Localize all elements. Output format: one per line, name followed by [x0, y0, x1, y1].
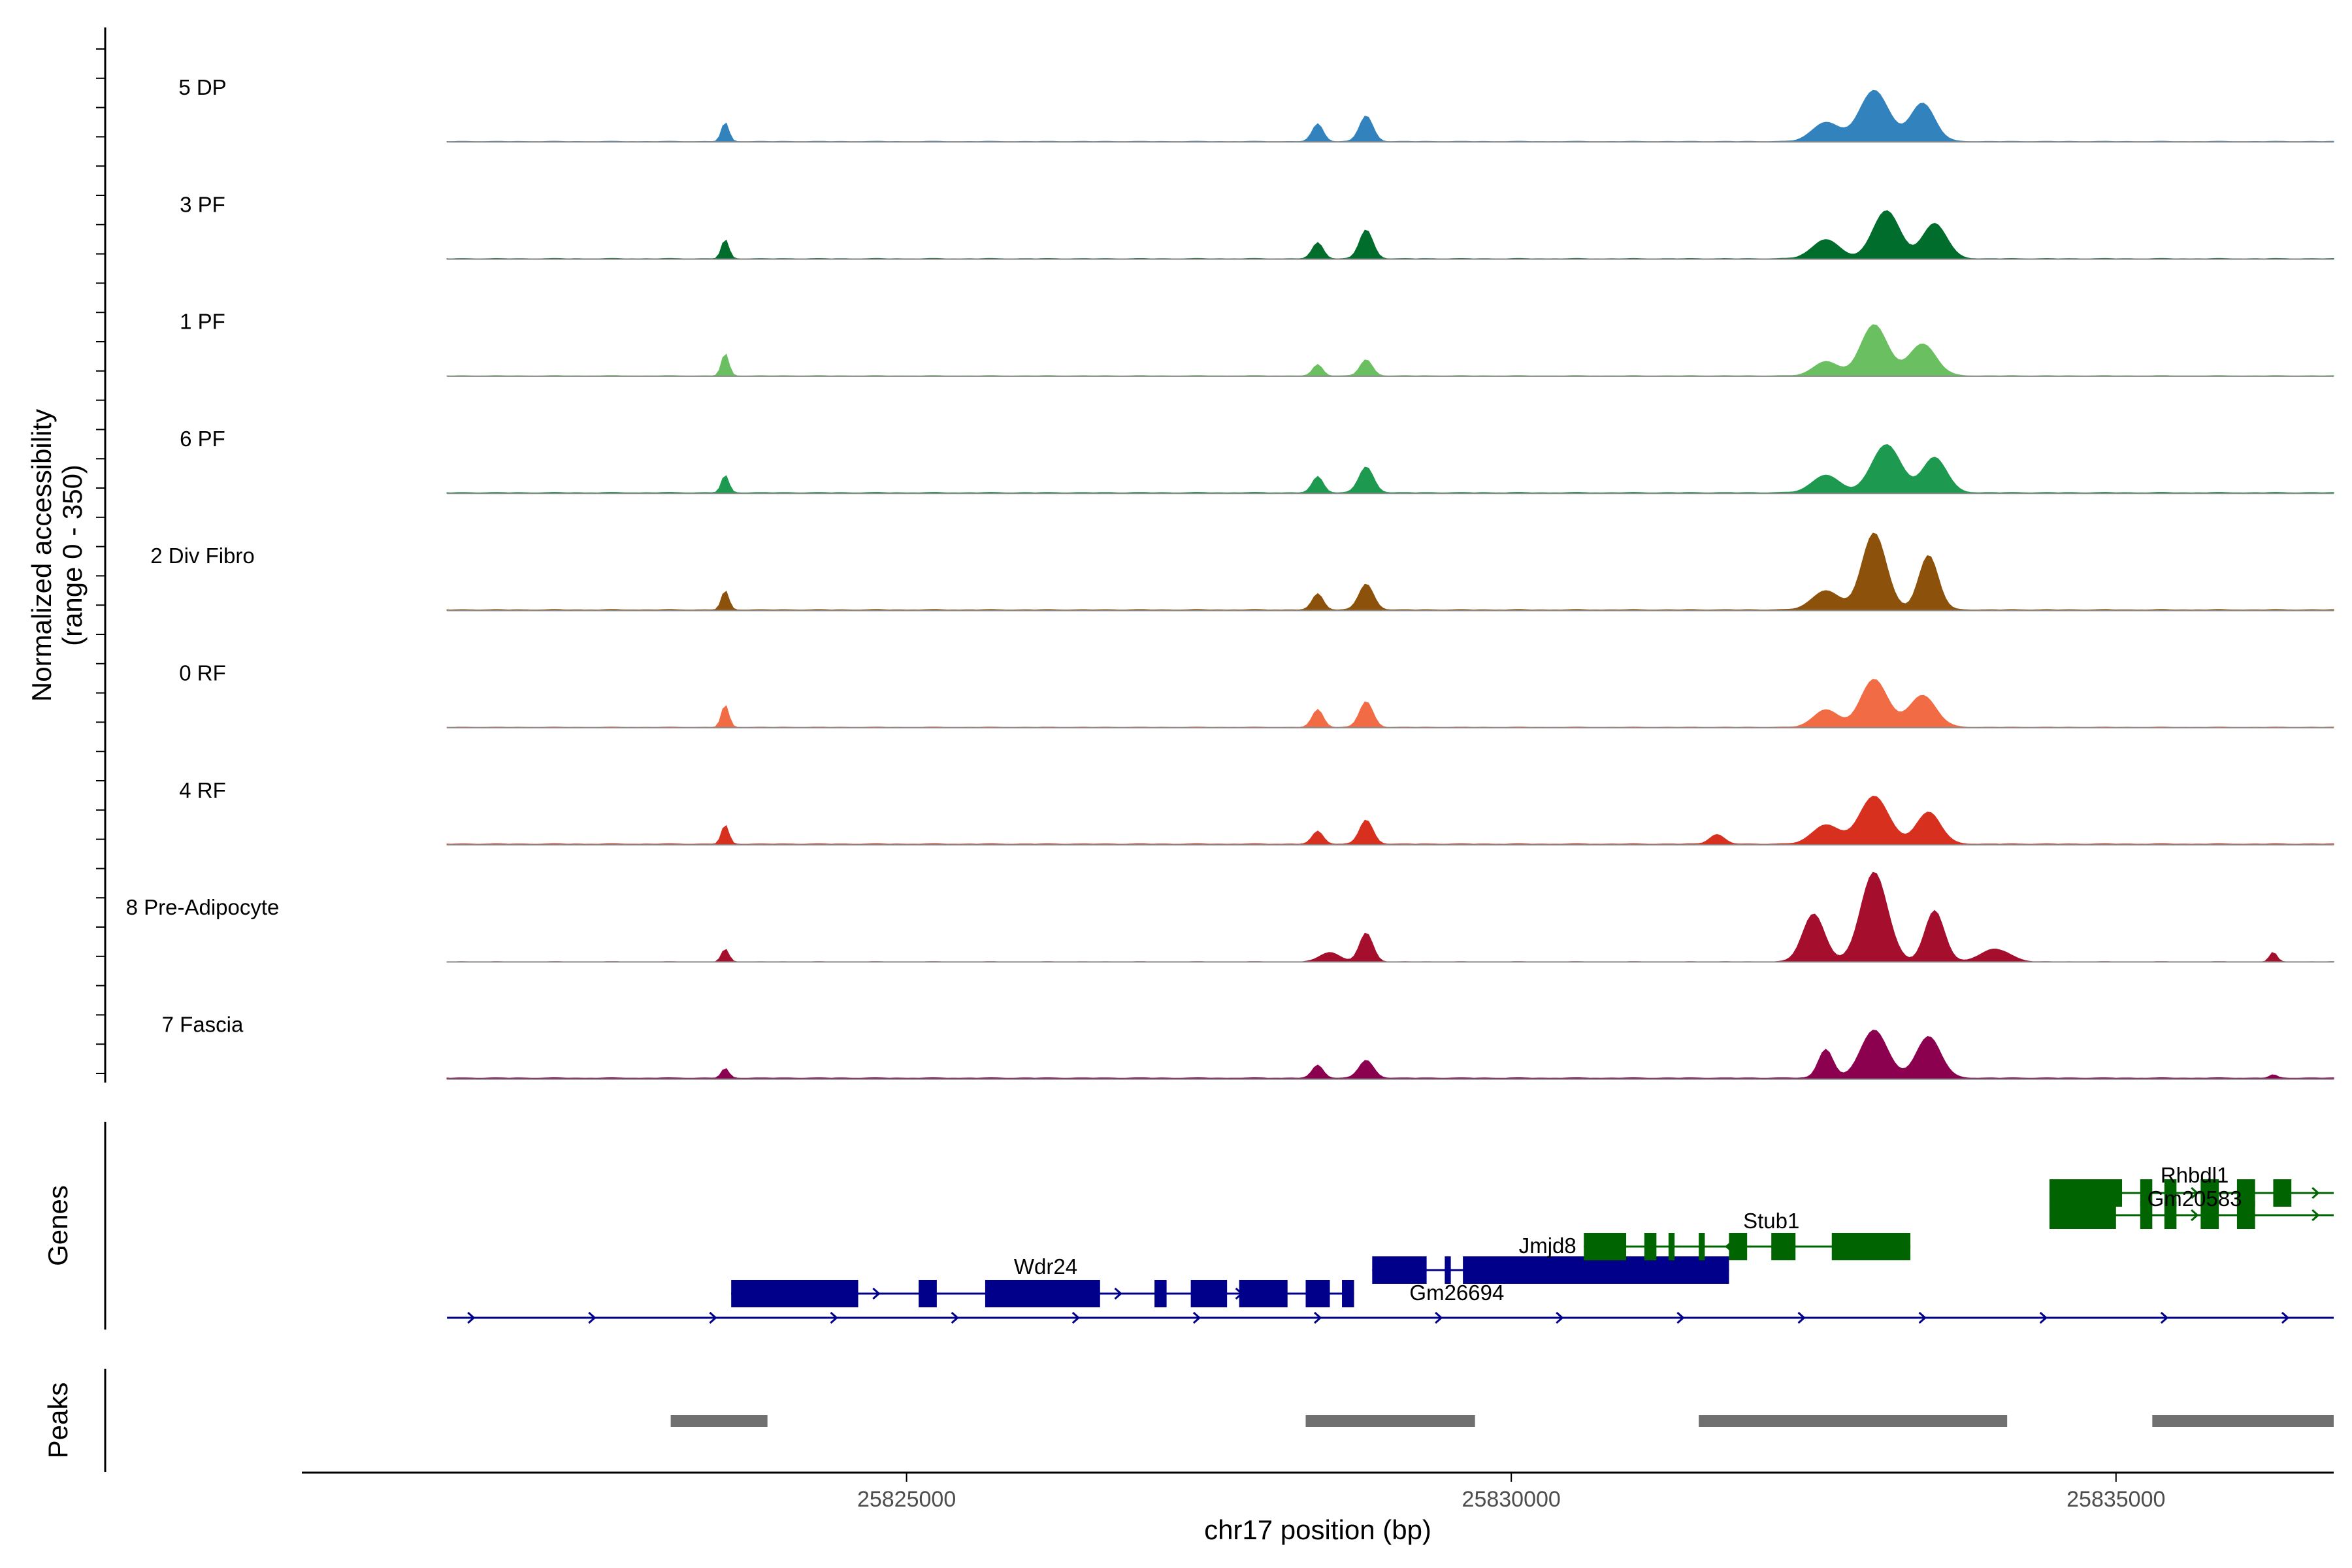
strand-arrow — [2311, 1186, 2320, 1200]
exon-3-6 — [1831, 1233, 1911, 1260]
strand-arrow — [1314, 1311, 1322, 1324]
strand-arrow — [2281, 1311, 2290, 1324]
exon-5-1 — [2140, 1201, 2153, 1229]
strand-arrow — [1797, 1311, 1806, 1324]
strand-arrow — [1676, 1311, 1685, 1324]
strand-arrow — [951, 1311, 959, 1324]
gene-gm26694 — [447, 1311, 2334, 1324]
strand-arrow — [2311, 1209, 2320, 1222]
exon-4-2 — [2164, 1179, 2177, 1207]
coverage-y-axis-ticks — [96, 48, 105, 1074]
gene-wdr24 — [731, 1280, 1354, 1307]
exon-0-5 — [1239, 1280, 1288, 1307]
strand-arrow — [709, 1311, 717, 1324]
gene-label-jmjd8: Jmjd8 — [1519, 1233, 1576, 1258]
exon-5-3 — [2200, 1201, 2219, 1229]
exon-2-2 — [1463, 1256, 1729, 1284]
strand-arrow — [2191, 1186, 2199, 1200]
y-axis-title-line1: Normalized accessibility — [26, 409, 57, 702]
strand-arrow — [2039, 1311, 2048, 1324]
y-axis-title-line2: (range 0 - 350) — [57, 465, 88, 646]
track-label-2: 1 PF — [180, 310, 225, 334]
peak-regions — [670, 1415, 2334, 1427]
x-tick-label-1: 25830000 — [1462, 1487, 1561, 1512]
exon-0-4 — [1190, 1280, 1228, 1307]
x-axis-ticks: 25825000 25830000 25835000 — [857, 1473, 2165, 1512]
exon-5-0 — [2049, 1201, 2116, 1229]
gene-label-gm20583: Gm20583 — [2148, 1186, 2242, 1211]
strand-arrow — [1114, 1287, 1122, 1300]
coverage-tracks — [446, 90, 2334, 1080]
gene-label-wdr24: Wdr24 — [1014, 1254, 1077, 1279]
exon-3-2 — [1668, 1233, 1675, 1260]
exon-2-1 — [1445, 1256, 1451, 1284]
exon-0-0 — [731, 1280, 858, 1307]
exon-4-5 — [2273, 1179, 2292, 1207]
coverage-area-6 — [446, 795, 2334, 845]
strand-arrow — [1918, 1311, 1927, 1324]
strand-arrow — [1192, 1311, 1201, 1324]
gene-label-gm26694: Gm26694 — [1409, 1281, 1504, 1305]
exon-3-5 — [1771, 1233, 1796, 1260]
exon-0-6 — [1305, 1280, 1330, 1307]
track-label-4: 2 Div Fibro — [150, 544, 255, 568]
coverage-area-3 — [446, 444, 2334, 494]
x-axis-title: chr17 position (bp) — [1204, 1514, 1431, 1545]
gene-gm20583 — [2049, 1201, 2334, 1229]
peak-region-2 — [1699, 1415, 2008, 1427]
exon-3-0 — [1584, 1233, 1627, 1260]
peak-region-0 — [670, 1415, 768, 1427]
exon-3-1 — [1644, 1233, 1657, 1260]
exon-0-3 — [1154, 1280, 1167, 1307]
exon-3-3 — [1699, 1233, 1705, 1260]
peak-region-3 — [2152, 1415, 2334, 1427]
peaks-panel-label: Peaks — [42, 1382, 73, 1459]
strand-arrow — [467, 1311, 476, 1324]
track-label-8: 7 Fascia — [162, 1012, 244, 1036]
gene-label-stub1: Stub1 — [1743, 1209, 1799, 1233]
strand-arrow — [830, 1311, 838, 1324]
exon-5-2 — [2164, 1201, 2177, 1229]
exon-5-4 — [2236, 1201, 2255, 1229]
track-label-1: 3 PF — [180, 192, 225, 216]
coverage-area-4 — [446, 532, 2334, 611]
exon-0-7 — [1342, 1280, 1354, 1307]
exon-0-1 — [919, 1280, 937, 1307]
genes-panel-label: Genes — [42, 1185, 73, 1266]
track-label-0: 5 DP — [178, 75, 226, 99]
strand-arrow — [588, 1311, 596, 1324]
exon-4-1 — [2140, 1179, 2153, 1207]
x-tick-label-2: 25835000 — [2066, 1487, 2165, 1512]
track-labels: 5 DP 3 PF 1 PF 6 PF 2 Div Fibro 0 RF 4 RF 8 Pre… — [126, 75, 280, 1036]
x-tick-label-0: 25825000 — [857, 1487, 956, 1512]
gene-jmjd8 — [1372, 1256, 1729, 1284]
exon-0-2 — [985, 1280, 1100, 1307]
track-label-6: 4 RF — [179, 778, 226, 802]
coverage-area-8 — [446, 1030, 2334, 1080]
track-label-5: 0 RF — [179, 661, 226, 685]
strand-arrow — [1071, 1311, 1081, 1324]
exon-2-0 — [1372, 1256, 1427, 1284]
strand-arrow — [872, 1287, 881, 1300]
peak-region-1 — [1305, 1415, 1475, 1427]
track-label-3: 6 PF — [180, 427, 225, 451]
strand-arrow — [1556, 1311, 1564, 1324]
strand-arrow — [1435, 1311, 1443, 1324]
track-label-7: 8 Pre-Adipocyte — [126, 895, 280, 919]
strand-arrow — [2160, 1311, 2169, 1324]
strand-arrow — [2191, 1209, 2199, 1222]
gene-stub1 — [1584, 1233, 1911, 1260]
gene-label-rhbdl1: Rhbdl1 — [2161, 1163, 2229, 1187]
exon-3-4 — [1729, 1233, 1748, 1260]
